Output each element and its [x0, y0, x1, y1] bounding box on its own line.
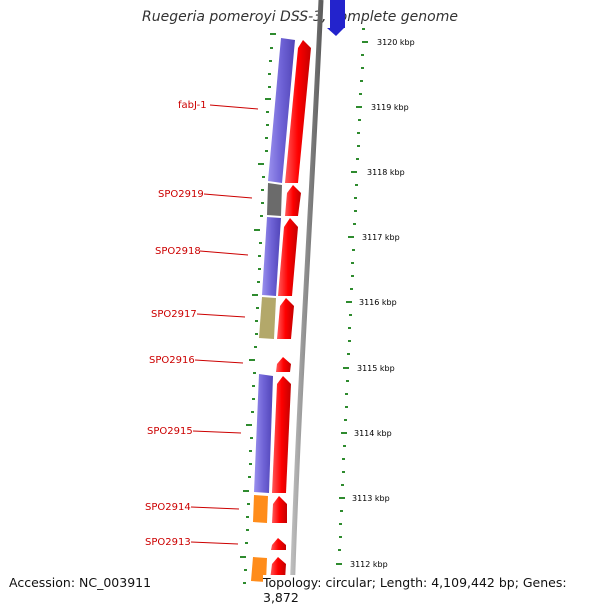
gene-label-leader: [209, 104, 259, 110]
cog-bar-SPO2915: [254, 374, 273, 493]
left-ruler-major-tick: [243, 490, 249, 492]
genome-summary-text: Topology: circular; Length: 4,109,442 bp…: [263, 575, 600, 605]
cds-arrow-fabJ-1: [285, 40, 311, 183]
right-ruler-major-tick: [362, 41, 368, 43]
cds-arrow-bottom: [270, 557, 286, 580]
left-ruler: [240, 33, 276, 584]
gene-label-leader: [190, 506, 240, 510]
gene-label-leader: [199, 250, 249, 256]
right-ruler: [336, 28, 368, 591]
gene-label-SPO2914: SPO2914: [145, 502, 191, 513]
gene-label-leader: [203, 193, 253, 199]
scale-tick-label: 3114 kbp: [354, 429, 392, 438]
cds-arrow-SPO2917: [277, 298, 294, 339]
left-ruler-major-tick: [254, 229, 260, 231]
left-ruler-major-tick: [246, 424, 252, 426]
cds-arrow-SPO2916: [276, 357, 291, 372]
cog-bar-SPO2919: [267, 183, 282, 216]
gene-label-leader: [192, 430, 242, 434]
gene-label-SPO2913: SPO2913: [145, 537, 191, 548]
right-ruler-major-tick: [351, 171, 357, 173]
map-title: Ruegeria pomeroyi DSS-3, complete genome: [142, 9, 458, 25]
gene-label-SPO2915: SPO2915: [147, 426, 193, 437]
gene-label-leader: [194, 359, 244, 364]
left-ruler-major-tick: [270, 33, 276, 35]
left-ruler-major-tick: [252, 294, 258, 296]
cds-arrow-SPO2915: [272, 376, 291, 493]
gene-label-leader: [196, 313, 246, 318]
right-ruler-major-tick: [356, 106, 362, 108]
gene-label-leader: [190, 541, 239, 545]
genome-backbone: [289, 0, 324, 600]
scale-tick-label: 3120 kbp: [377, 38, 415, 47]
cog-bar-SPO2918: [262, 217, 281, 296]
right-ruler-major-tick: [343, 367, 349, 369]
left-ruler-major-tick: [258, 163, 264, 165]
scale-tick-label: 3112 kbp: [350, 560, 388, 569]
cog-bar-fabJ-1: [268, 38, 295, 183]
cds-arrow-SPO2919: [285, 185, 301, 216]
left-ruler-major-tick: [240, 556, 246, 558]
cds-arrow-SPO2918: [278, 218, 298, 296]
reverse-strand-feature-top-head: [327, 28, 344, 36]
right-ruler-major-tick: [346, 301, 352, 303]
right-ruler-major-tick: [348, 236, 354, 238]
gene-label-SPO2919: SPO2919: [158, 189, 204, 200]
scale-tick-label: 3118 kbp: [367, 168, 405, 177]
scale-tick-label: 3113 kbp: [352, 494, 390, 503]
cds-arrow-SPO2913: [271, 538, 286, 550]
right-ruler-major-tick: [336, 563, 342, 565]
gene-label-SPO2918: SPO2918: [155, 246, 201, 257]
cog-bar-SPO2917: [259, 297, 276, 339]
right-ruler-major-tick: [339, 497, 345, 499]
scale-tick-label: 3119 kbp: [371, 103, 409, 112]
left-ruler-major-tick: [265, 98, 271, 100]
scale-tick-label: 3115 kbp: [357, 364, 395, 373]
scale-tick-label: 3117 kbp: [362, 233, 400, 242]
accession-text: Accession: NC_003911: [9, 575, 152, 590]
scale-tick-label: 3116 kbp: [359, 298, 397, 307]
gene-label-SPO2917: SPO2917: [151, 309, 197, 320]
right-ruler-major-tick: [341, 432, 347, 434]
gene-label-fabJ-1: fabJ-1: [178, 100, 207, 111]
left-ruler-major-tick: [249, 359, 255, 361]
cds-arrow-SPO2914: [272, 496, 287, 523]
reverse-strand-feature-top: [330, 0, 345, 28]
gene-label-SPO2916: SPO2916: [149, 355, 195, 366]
cog-bar-SPO2914: [253, 495, 268, 523]
